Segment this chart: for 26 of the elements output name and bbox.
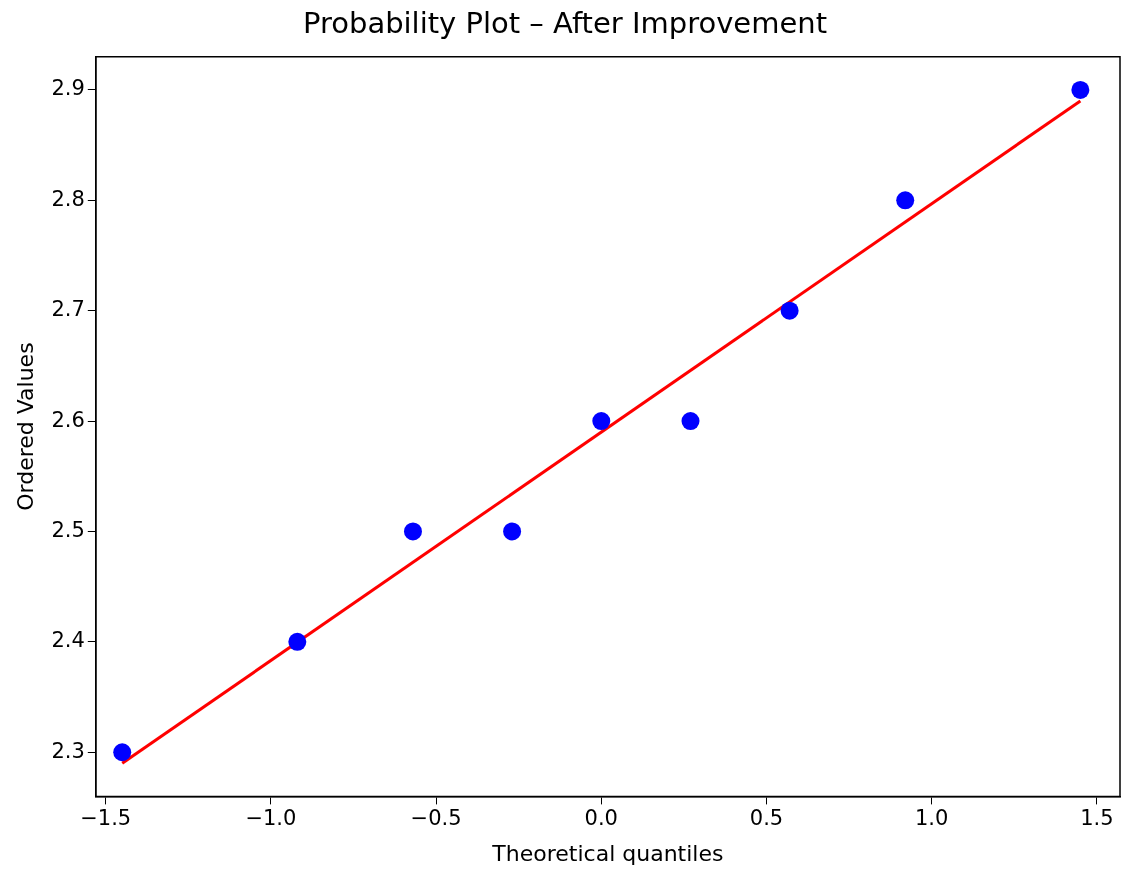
x-tick-label: 0.0 [584, 806, 618, 831]
y-tick-label: 2.4 [51, 628, 85, 653]
y-tick-label: 2.8 [51, 186, 85, 211]
x-axis-title: Theoretical quantiles [491, 840, 724, 866]
y-tick-label: 2.5 [51, 517, 85, 542]
point [113, 743, 132, 762]
x-tick-label: 1.5 [1080, 806, 1114, 831]
point [288, 632, 307, 651]
point [780, 301, 799, 320]
point [681, 412, 700, 431]
chart-title: Probability Plot – After Improvement [302, 5, 828, 40]
x-tick-label: −1.0 [245, 806, 297, 831]
point [503, 522, 522, 541]
point [403, 522, 422, 541]
point [1071, 80, 1090, 99]
y-tick-label: 2.9 [51, 76, 85, 101]
x-tick-label: −1.5 [80, 806, 132, 831]
x-tick-label: 0.5 [749, 806, 784, 831]
point [896, 191, 915, 210]
y-tick-label: 2.6 [51, 407, 85, 432]
y-tick-label: 2.3 [51, 738, 85, 763]
point [592, 412, 611, 431]
y-tick-label: 2.7 [51, 297, 85, 322]
x-tick-label: 1.0 [914, 806, 949, 831]
x-tick-label: −0.5 [410, 806, 462, 831]
y-axis-title: Ordered Values [12, 342, 38, 511]
